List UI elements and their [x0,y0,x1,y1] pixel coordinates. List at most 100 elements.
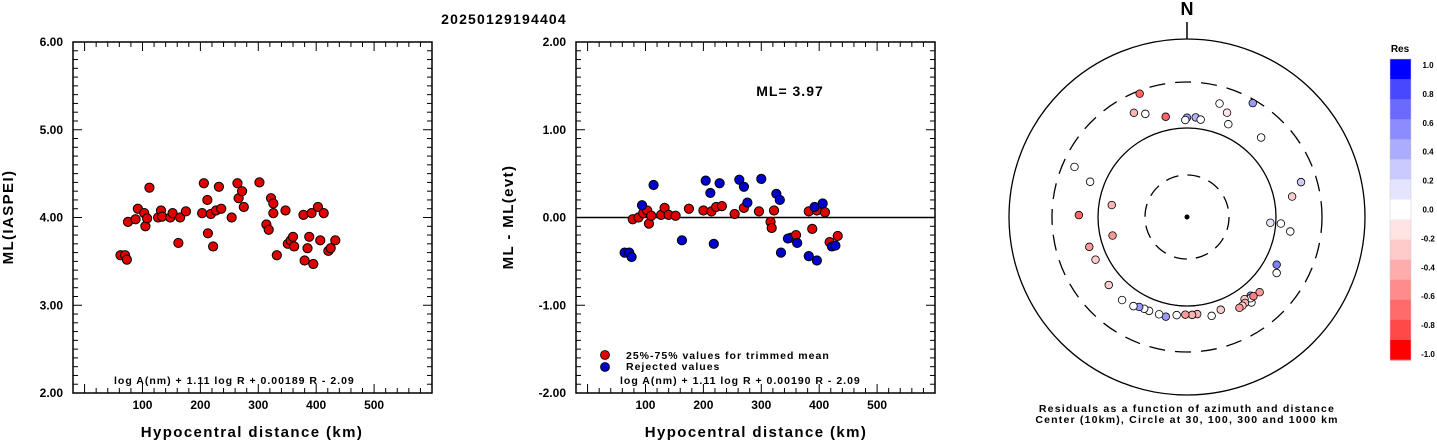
data-point [121,254,132,265]
colorbar-tick-label: 0.6 [1422,119,1434,128]
station-marker [1249,291,1258,301]
station-marker [1256,133,1266,142]
y-axis-title: ML(IASPEI) [0,170,17,265]
caption-line-1: Residuals as a function of azimuth and d… [1039,403,1335,415]
station-marker [1135,89,1144,98]
data-point [792,237,803,249]
data-point [238,201,249,213]
colorbar-steps [1390,59,1411,361]
y-axis-title: ML - ML(evt) [500,165,517,270]
x-tick-label: 300 [751,398,771,412]
figure-title: 20250129194404 [441,11,567,27]
station-marker [1286,227,1295,236]
ring-100km [1097,127,1277,307]
data-point [306,208,317,219]
station-marker [1255,288,1264,297]
colorbar-tick-label: -1.0 [1421,350,1435,359]
data-point [232,178,243,189]
station-marker [1248,98,1257,108]
station-marker [1085,177,1095,186]
data-point [254,177,265,188]
data-point [298,209,309,220]
legend-marker-trimmed [600,350,610,360]
data-point [646,210,657,221]
colorbar-step [1390,239,1411,261]
data-point [700,175,711,186]
data-point [226,212,237,223]
x-tick-label: 500 [364,398,384,412]
data-point [670,210,681,221]
y-tick-label: 2.00 [40,386,64,400]
data-point [766,222,777,234]
data-point [289,241,300,252]
station-markers [1070,89,1306,321]
caption-line-2: Center (10km), Circle at 30, 100, 300 an… [1035,414,1338,426]
station-marker [1272,268,1281,278]
data-point [775,247,787,258]
data-point [830,240,841,251]
station-marker [1216,305,1225,314]
station-marker [1161,112,1170,121]
data-point [705,187,716,199]
station-marker [1224,120,1233,129]
data-point [832,230,843,242]
data-point [180,206,192,217]
colorbar-step [1390,159,1411,180]
data-point [716,200,728,212]
station-marker [1172,310,1181,320]
y-tick-label: 6.00 [40,35,64,49]
legend-marker-rejected [600,362,610,372]
station-marker [1276,219,1286,228]
data-point [803,251,814,262]
station-marker [1181,310,1190,319]
x-tick-label: 400 [306,398,326,412]
colorbar-step [1390,139,1411,160]
x-axis-title: Hypocentral distance (km) [645,424,868,441]
data-points [115,177,341,270]
x-axis-title: Hypocentral distance (km) [141,424,364,441]
x-tick-label: 200 [190,398,210,412]
y-tick-label: -2.00 [539,386,567,400]
colorbar-step [1390,319,1411,341]
ring-30km [1144,174,1230,260]
colorbar-step [1390,79,1411,100]
colorbar-tick-label: 0.0 [1422,206,1434,215]
magnitude-formula: log A(nm) + 1.11 log R + 0.00190 R - 2.0… [620,375,861,387]
data-points [619,173,843,266]
data-point [216,203,227,214]
data-point [819,207,831,218]
data-point [714,178,725,189]
y-tick-label: -1.00 [539,298,567,312]
tick-labels: 100 200 300 400 500 -2.00 -1.00 0.00 1.00 2.00 [539,35,888,412]
colorbar-frame [1389,58,1412,361]
epicenter-marker [1184,214,1190,220]
legend: 25%-75% values for trimmed mean Rejected… [600,350,829,373]
ring-300km [1051,81,1323,353]
data-point [236,186,248,197]
colorbar-step [1390,279,1411,301]
data-point [144,182,155,193]
data-point [742,197,753,208]
magnitude-formula: log A(nm) + 1.11 log R + 0.00189 R - 2.0… [114,375,355,387]
tick-labels: 100 200 300 400 500 2.00 3.00 4.00 5.00 6.00 [40,35,385,412]
data-point [330,235,341,246]
data-point [202,194,213,206]
data-point [817,198,828,209]
station-marker [1074,210,1084,220]
colorbar-tick-label: 0.4 [1422,148,1434,157]
colorbar-tick-label: 0.8 [1422,90,1434,99]
colorbar-step [1390,259,1411,281]
data-point [753,206,765,217]
y-tick-label: 4.00 [40,211,64,225]
station-marker [1287,192,1297,201]
data-point [738,181,750,192]
data-point [318,208,329,219]
y-tick-label: 0.00 [543,211,567,225]
colorbar-step [1390,99,1411,120]
y-tick-label: 5.00 [40,123,64,137]
colorbar-step [1390,59,1411,80]
data-point [756,173,767,184]
data-point [676,235,688,246]
x-tick-label: 200 [693,398,713,412]
